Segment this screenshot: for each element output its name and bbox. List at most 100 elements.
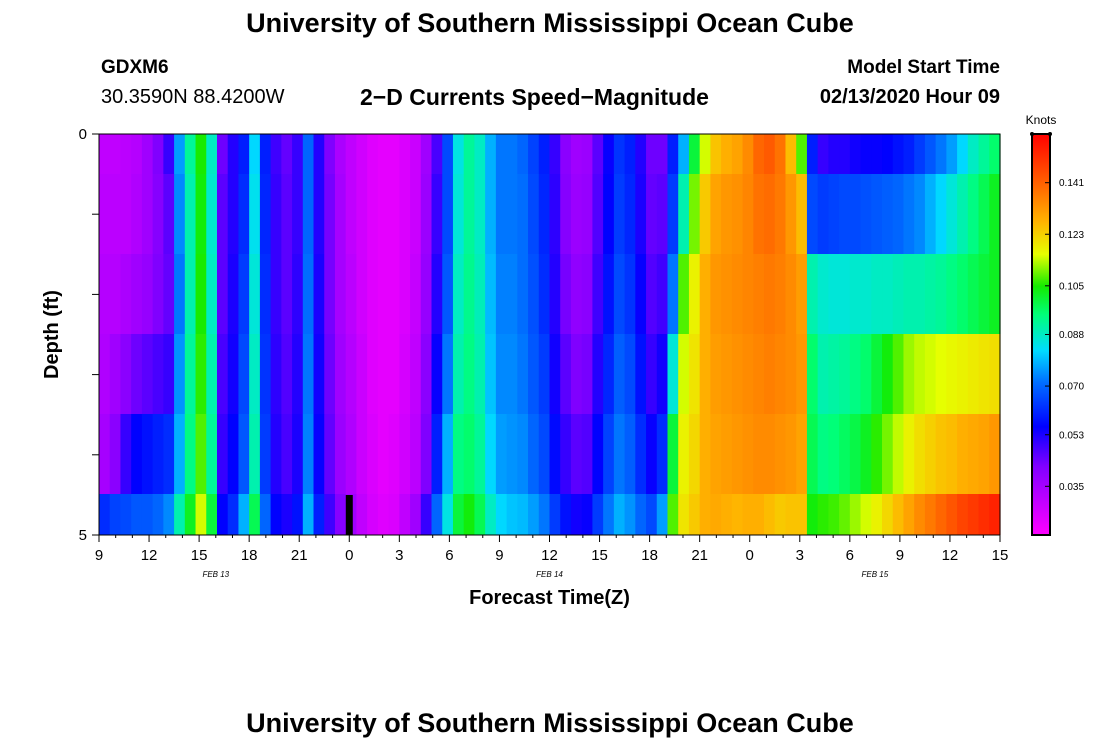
x-tick-label: 15 [591,547,608,564]
heatmap-cell [420,254,433,334]
heatmap-cell [367,494,379,535]
heatmap-cell [946,134,958,174]
heatmap-cell [313,494,325,535]
heatmap-cell [452,134,465,174]
heatmap-cell [206,254,218,334]
heatmap-cell [860,254,872,334]
date-label: FEB 14 [536,570,563,579]
heatmap-cell [806,494,819,535]
heatmap-cell [99,134,111,174]
model-start-value: 02/13/2020 Hour 09 [819,86,1000,108]
heatmap-cell [624,334,636,414]
heatmap-cell [334,254,347,334]
heatmap-cell [871,174,883,254]
heatmap-cell [442,174,454,254]
heatmap-cell [785,254,797,334]
heatmap-cell [345,254,358,334]
heatmap-cell [699,334,711,414]
heatmap-cell [839,494,851,535]
heatmap-cell [206,414,218,494]
heatmap-cell [324,494,336,535]
heatmap-cell [871,134,883,174]
heatmap-cell [967,334,980,414]
heatmap-cell [742,334,754,414]
heatmap-cell [109,134,122,174]
heatmap-cell [903,134,915,174]
heatmap-cell [592,334,604,414]
heatmap-cell [935,254,947,334]
heatmap-cell [667,494,679,535]
heatmap-cell [313,414,325,494]
heatmap-cell [141,254,154,334]
heatmap-cell [528,414,540,494]
heatmap-cell [120,334,132,414]
heatmap-cell [345,414,358,494]
heatmap-cell [699,174,711,254]
heatmap-cell [828,414,840,494]
heatmap-cell [624,134,636,174]
heatmap-cell [495,414,508,494]
heatmap-cell [292,174,304,254]
y-tick-label: 5 [79,527,87,544]
heatmap-cell [978,174,990,254]
heatmap-cell [646,254,658,334]
heatmap-cell [785,174,797,254]
heatmap-cell [924,414,937,494]
heatmap-cell [195,494,207,535]
heatmap-cell [839,134,851,174]
heatmap-cell [785,494,797,535]
heatmap-cell [345,174,358,254]
heatmap-cell [367,414,379,494]
heatmap-cell [302,414,315,494]
heatmap-cell [710,254,722,334]
heatmap-cell [367,254,379,334]
heatmap-cell [249,174,261,254]
heatmap-cell [849,174,862,254]
heatmap-cell [152,134,164,174]
heatmap-cell [141,134,154,174]
heatmap-cell [292,414,304,494]
heatmap-cell [227,254,240,334]
heatmap-cell [131,254,143,334]
heatmap-cell [667,134,679,174]
heatmap-cell [506,334,518,414]
heatmap-cell [613,134,626,174]
heatmap-cell [195,174,207,254]
heatmap-cell [141,334,154,414]
heatmap-cell [388,254,400,334]
heatmap-cell [892,134,905,174]
heatmap-cell [860,334,872,414]
heatmap-cell [592,134,604,174]
colorbar-corner-dot [1030,132,1034,136]
axis-ticks: 9 12 15 18 21 0 3 6 9 12 15 18 21 0 3 6 9 12 15 FEB 13 FEB 1… [79,126,1009,579]
heatmap-cell [420,414,433,494]
heatmap-cell [849,254,862,334]
heatmap-cell [699,414,711,494]
heatmap-cell [120,494,132,535]
heatmap-cell [699,254,711,334]
heatmap-cell [710,494,722,535]
heatmap-cell [721,414,733,494]
heatmap-cell [399,414,411,494]
heatmap-cell [967,134,980,174]
heatmap-cell [882,334,894,414]
heatmap-cell [259,254,272,334]
heatmap-cell [635,334,647,414]
heatmap-cell [603,494,615,535]
heatmap-cell [914,174,926,254]
heatmap-cell [989,254,1001,334]
x-tick-label: 12 [541,547,558,564]
heatmap-cell [538,254,551,334]
heatmap-cell [806,414,819,494]
heatmap-cell [109,174,122,254]
heatmap-cell [785,334,797,414]
heatmap-cell [764,134,776,174]
heatmap-cells [99,134,1001,535]
x-tick-label: 21 [291,547,308,564]
heatmap-cell [270,254,282,334]
heatmap-cell [742,134,754,174]
heatmap-cell [517,254,529,334]
heatmap-cell [324,334,336,414]
heatmap-cell [345,334,358,414]
heatmap-cell [356,494,368,535]
